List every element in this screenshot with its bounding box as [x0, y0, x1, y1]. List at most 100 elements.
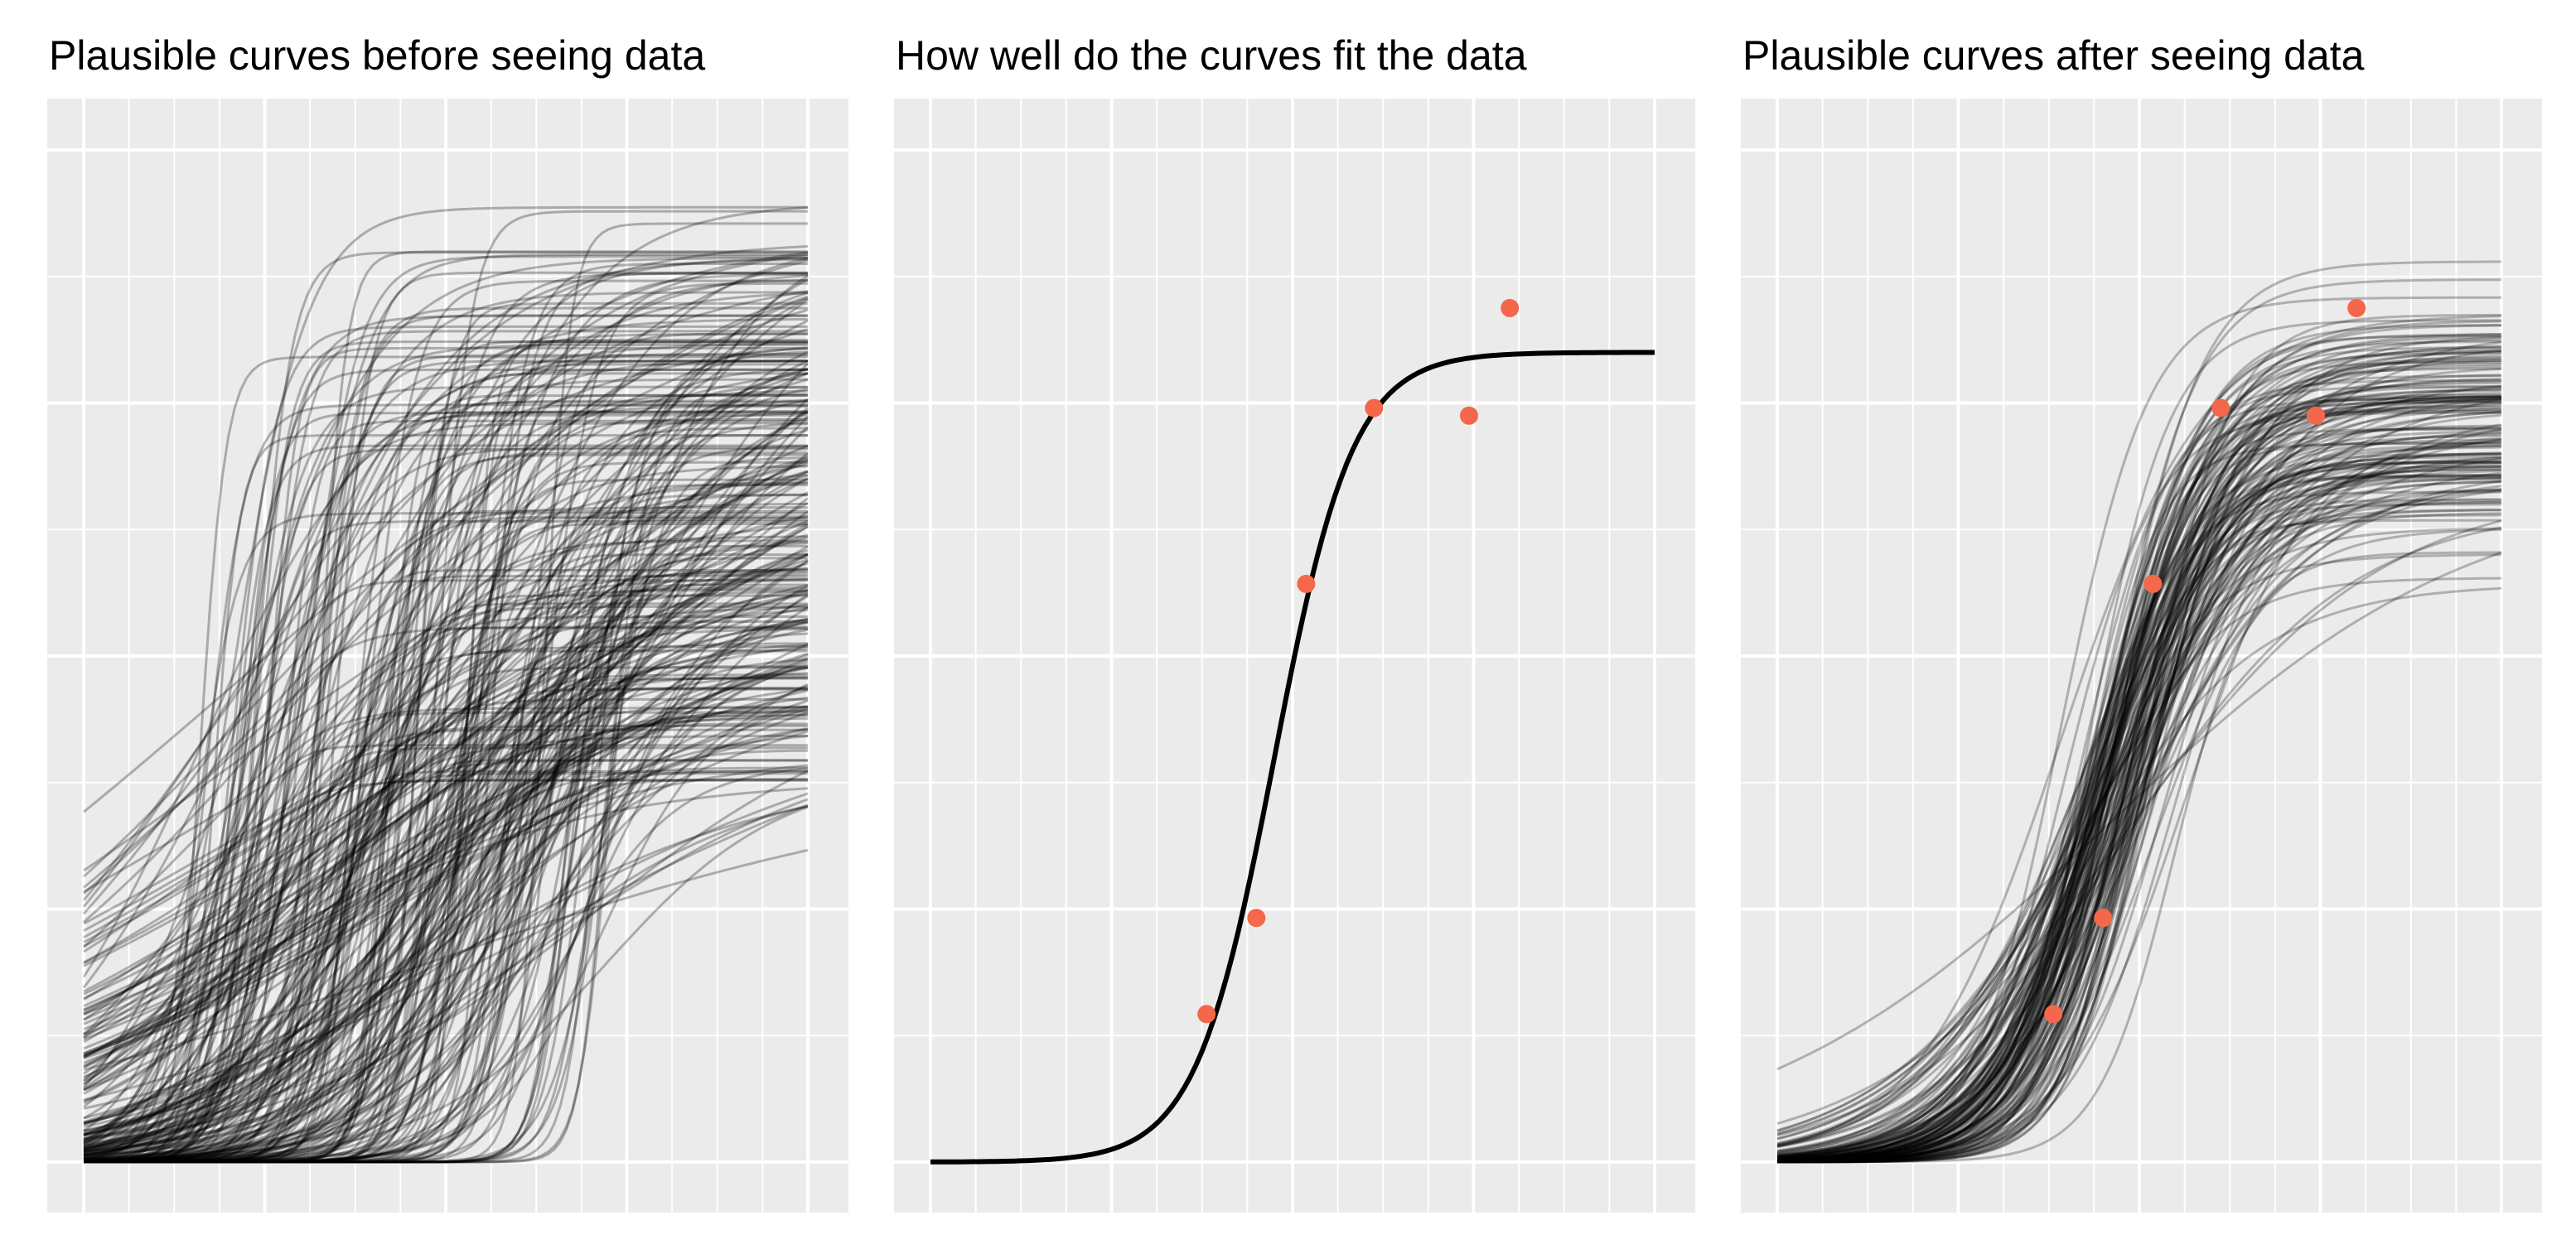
curve-line	[1776, 338, 2502, 1161]
curve-line	[83, 470, 809, 1150]
panel-title: Plausible curves before seeing data	[49, 32, 705, 79]
curve-line	[83, 553, 809, 1078]
curve-line	[84, 272, 809, 1164]
curve-line	[1776, 346, 2502, 1161]
curve-line	[1776, 490, 2502, 1153]
curve-line	[83, 359, 809, 1157]
curve-line	[83, 711, 809, 1128]
curve-line	[84, 515, 808, 1164]
curve-line	[83, 295, 809, 924]
curve-line	[1776, 411, 2502, 1155]
curve-line	[83, 297, 809, 1124]
curve-line	[84, 340, 808, 1164]
curve-line	[1776, 398, 2501, 1164]
curve-line	[83, 480, 808, 1164]
curve-line	[83, 711, 808, 1163]
curve-line	[83, 292, 809, 1145]
curve-line	[83, 398, 810, 1157]
curve-line	[1776, 395, 2502, 1160]
curve-line	[84, 602, 808, 1164]
panel-fit-curve: How well do the curves fit the data	[894, 32, 1695, 1213]
curve-line	[83, 632, 809, 1163]
curve-line	[1776, 411, 2501, 1162]
curve-line	[84, 677, 808, 1164]
curve-line	[1776, 401, 2502, 1154]
curve-line	[83, 803, 809, 1110]
curve-line	[83, 474, 809, 1154]
curve-line	[83, 277, 809, 1148]
curve-line	[83, 591, 809, 1039]
curve-line	[83, 654, 809, 1041]
curve-line	[84, 665, 808, 1164]
curve-line	[84, 359, 808, 1164]
curve-line	[83, 359, 808, 1157]
curve-line	[83, 588, 809, 1162]
curve-line	[1776, 500, 2502, 1161]
curve-line	[84, 714, 808, 1164]
curve-line	[83, 506, 808, 1152]
curve-line	[83, 459, 809, 872]
curve-line	[83, 536, 809, 893]
curve-line	[1776, 451, 2502, 1160]
curve-line	[84, 393, 808, 1164]
curve-line	[83, 652, 809, 1059]
curve-line	[83, 399, 808, 1162]
curve-line	[84, 553, 808, 1164]
data-point	[2347, 298, 2366, 317]
curve-line	[83, 559, 809, 1054]
curve-line	[84, 594, 808, 1164]
curve-line	[83, 367, 809, 1162]
curve-line	[1776, 324, 2501, 1163]
curve-line	[1776, 410, 2502, 1147]
curve-line	[1776, 526, 2502, 1137]
curve-line	[83, 411, 809, 1016]
curve-line	[1776, 444, 2502, 1162]
curve-line	[83, 412, 809, 1153]
curve-line	[1776, 359, 2502, 1157]
curve-line	[83, 744, 808, 1163]
curve-line	[84, 749, 809, 1164]
curve-line	[84, 759, 808, 1164]
curve-line	[1776, 388, 2502, 1161]
curve-line	[1777, 379, 2501, 1163]
curve-line	[83, 567, 809, 1161]
panel-title: How well do the curves fit the data	[896, 32, 1527, 79]
curve-line	[83, 589, 809, 1126]
curve-line	[1776, 397, 2502, 1159]
data-points	[2044, 298, 2366, 1024]
curve-line	[84, 673, 808, 1164]
curve-line	[84, 434, 808, 1164]
curve-line	[83, 609, 809, 1153]
curve-line	[1777, 465, 2501, 1164]
curve-line	[1776, 423, 2502, 1132]
curve-line	[1776, 553, 2501, 1160]
curve-line	[83, 497, 809, 1050]
curve-line	[1776, 470, 2502, 1155]
panel-posterior-curves: Plausible curves after seeing data	[1741, 32, 2542, 1213]
curve-line	[1776, 438, 2502, 1162]
curve-line	[1776, 452, 2502, 1159]
curve-line	[84, 272, 808, 1164]
curve-line	[84, 417, 808, 1164]
curve-line	[83, 730, 809, 1120]
curve-line	[84, 347, 809, 1164]
curve-line	[1776, 488, 2502, 1159]
curve-line	[83, 446, 808, 1158]
curve-line	[1776, 395, 2502, 1163]
curve-line	[84, 419, 808, 1164]
curve-line	[1776, 452, 2502, 1162]
curve-line	[83, 343, 808, 1143]
curve-line	[1776, 434, 2502, 1159]
curve-line	[1776, 576, 2502, 1161]
curve-line	[83, 385, 808, 1160]
curve-line	[83, 798, 809, 1141]
data-point	[1460, 406, 1478, 425]
curve-line	[1776, 480, 2502, 1163]
curve-line	[83, 372, 809, 1075]
data-point	[1501, 298, 1520, 317]
curve-line	[83, 687, 809, 1136]
data-point	[2094, 909, 2113, 928]
curve-line	[83, 539, 808, 1162]
curve-line	[84, 359, 808, 1164]
curve-line	[1776, 528, 2502, 1163]
